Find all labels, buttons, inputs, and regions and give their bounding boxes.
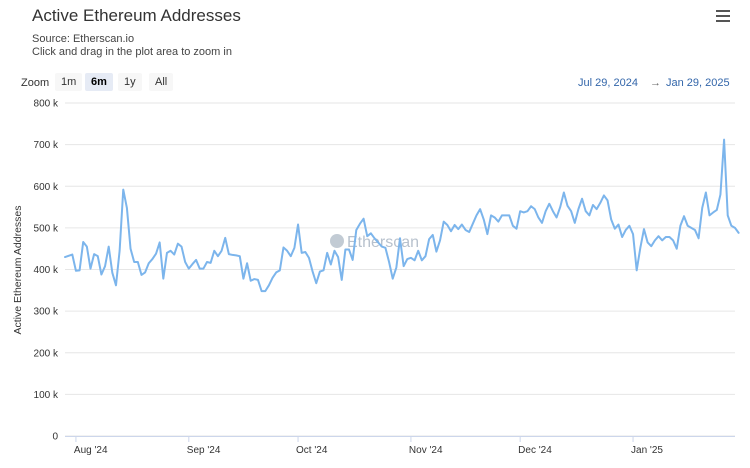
y-tick-label: 0 — [52, 432, 58, 443]
x-axis: Aug '24 Sep '24 Oct '24 Nov '24 Dec '24 Jan '… — [65, 436, 735, 456]
y-tick-label: 400 k — [34, 265, 59, 276]
zoom-all-button[interactable]: All — [149, 73, 174, 91]
range-to-input[interactable]: Jan 29, 2025 — [666, 77, 730, 89]
chart-hint: Click and drag in the plot area to zoom … — [32, 46, 232, 58]
menu-line — [716, 20, 730, 22]
x-tick-label: Oct '24 — [296, 445, 328, 456]
chart-title: Active Ethereum Addresses — [32, 6, 241, 25]
range-from-input[interactable]: Jul 29, 2024 — [578, 77, 638, 89]
menu-line — [716, 10, 730, 12]
x-tick-label: Aug '24 — [74, 445, 108, 456]
y-tick-label: 700 k — [34, 140, 59, 151]
x-tick-label: Nov '24 — [409, 445, 443, 456]
x-tick-label: Sep '24 — [187, 445, 221, 456]
y-tick-label: 600 k — [34, 182, 59, 193]
hamburger-menu-icon[interactable] — [716, 10, 730, 24]
y-tick-label: 200 k — [34, 348, 59, 359]
y-tick-label: 800 k — [34, 99, 59, 110]
y-tick-label: 100 k — [34, 390, 59, 401]
y-tick-label: 300 k — [34, 307, 59, 318]
watermark-text: Etherscan — [347, 234, 419, 251]
zoom-label: Zoom — [21, 77, 50, 89]
x-tick-label: Jan '25 — [631, 445, 663, 456]
zoom-1m-button[interactable]: 1m — [55, 73, 83, 91]
series-line — [64, 138, 740, 293]
etherscan-logo-icon — [330, 234, 344, 248]
x-tick-label: Dec '24 — [518, 445, 552, 456]
chart-source: Source: Etherscan.io — [32, 33, 135, 45]
y-axis-title: Active Ethereum Addresses — [12, 206, 24, 335]
menu-line — [716, 15, 730, 17]
series-group — [64, 138, 740, 293]
y-tick-label: 500 k — [34, 223, 59, 234]
zoom-1y-button[interactable]: 1y — [118, 73, 142, 91]
y-axis-ticks: 0 100 k 200 k 300 k 400 k 500 k 600 k 700 k 800 … — [34, 99, 59, 443]
etherscan-watermark: Etherscan — [330, 234, 419, 251]
zoom-6m-button[interactable]: 6m — [85, 73, 113, 91]
range-arrow: → — [650, 77, 661, 89]
